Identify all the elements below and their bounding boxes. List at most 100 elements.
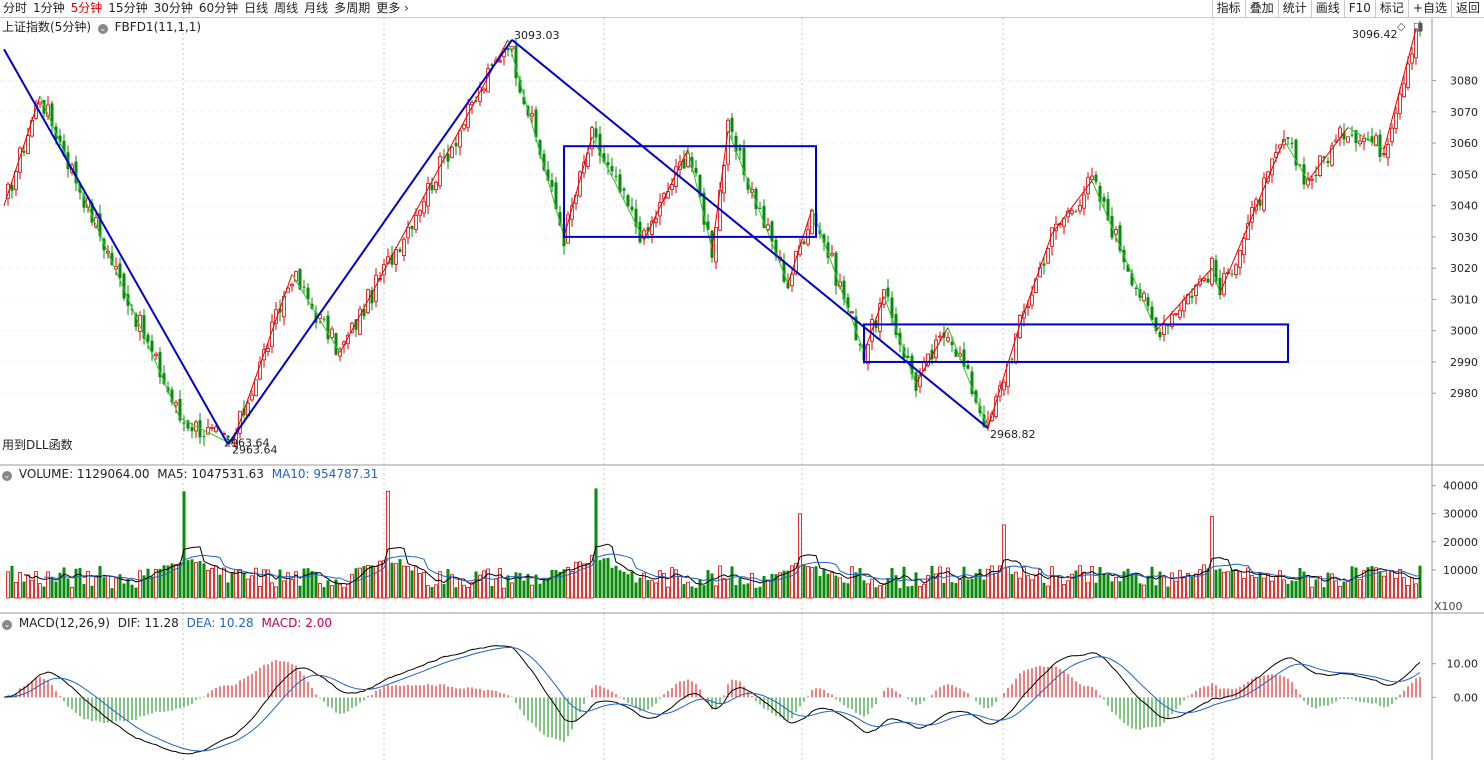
- macd-settings-icon[interactable]: ⌄: [2, 620, 12, 630]
- period-tab-7[interactable]: 周线: [274, 1, 299, 15]
- candle-body: [38, 101, 42, 105]
- indicator-name[interactable]: FBFD1(11,1,1): [114, 20, 202, 34]
- candle-body: [1254, 199, 1258, 211]
- volume-bar: [18, 571, 22, 599]
- volume-bar: [198, 560, 202, 598]
- volume-bar: [106, 575, 110, 599]
- volume-bar: [1314, 579, 1318, 598]
- period-tab-3[interactable]: 15分钟: [108, 1, 148, 15]
- volume-bar: [430, 587, 434, 598]
- candle-body: [446, 153, 450, 162]
- candle-body: [822, 234, 826, 243]
- period-tab-4[interactable]: 30分钟: [153, 1, 193, 15]
- volume-bar: [406, 566, 410, 599]
- volume-bar: [882, 584, 886, 599]
- toolbar-button-1[interactable]: 叠加: [1244, 0, 1278, 17]
- volume-bar: [530, 584, 534, 599]
- period-tab-6[interactable]: 日线: [244, 1, 269, 15]
- volume-tick-40000: 40000: [1443, 480, 1478, 493]
- period-tab-2[interactable]: 5分钟: [70, 1, 103, 15]
- volume-bar: [518, 573, 522, 598]
- volume-bar: [1138, 583, 1142, 598]
- toolbar-button-5[interactable]: 标记: [1374, 0, 1408, 17]
- volume-bar: [122, 583, 126, 598]
- volume-bar: [658, 570, 662, 599]
- candle-body: [550, 180, 554, 187]
- diamond-icon[interactable]: ◇: [1397, 20, 1406, 33]
- toolbar-button-7[interactable]: 返回: [1450, 0, 1484, 17]
- volume-bar: [934, 573, 938, 599]
- volume-bar: [82, 584, 86, 598]
- candle-body: [1174, 313, 1178, 316]
- price-tick-3020: 3020: [1450, 262, 1478, 275]
- toolbar-button-4[interactable]: F10: [1343, 0, 1375, 17]
- candle-body: [622, 188, 626, 191]
- volume-bar: [1194, 573, 1198, 599]
- volume-bar: [1310, 586, 1314, 599]
- candle-body: [962, 349, 966, 367]
- period-tab-9[interactable]: 多周期: [334, 1, 371, 15]
- volume-bar: [546, 578, 550, 598]
- volume-bar: [562, 569, 566, 598]
- volume-bar: [1014, 571, 1018, 599]
- toolbar-button-3[interactable]: 画线: [1310, 0, 1344, 17]
- candle-body: [454, 142, 458, 147]
- candle-body: [530, 113, 534, 117]
- candle-body: [1030, 294, 1034, 306]
- volume-bar: [90, 585, 94, 598]
- volume-bar: [1062, 584, 1066, 599]
- toolbar-button-2[interactable]: 统计: [1277, 0, 1311, 17]
- chart-background: [0, 18, 1484, 760]
- period-tab-8[interactable]: 月线: [304, 1, 329, 15]
- indicator-settings-icon[interactable]: ⌄: [97, 24, 108, 34]
- volume-bar: [1214, 569, 1218, 598]
- volume-bar: [1318, 575, 1322, 599]
- more-periods-button[interactable]: 更多 ›: [376, 1, 409, 15]
- candle-body: [914, 372, 918, 391]
- candle-body: [1102, 197, 1106, 202]
- candle-body: [250, 394, 254, 401]
- candle-body: [966, 364, 970, 369]
- segment-line: [787, 208, 813, 284]
- candle-body: [418, 210, 422, 216]
- volume-settings-icon[interactable]: ⌄: [2, 471, 12, 481]
- candle-body: [178, 398, 182, 421]
- volume-bar: [1286, 583, 1290, 598]
- period-tab-1[interactable]: 1分钟: [33, 1, 65, 15]
- volume-ma10-line: [43, 553, 1421, 583]
- volume-bar: [598, 560, 602, 598]
- volume-bar: [1190, 577, 1194, 598]
- period-tab-0[interactable]: 分时: [3, 1, 28, 15]
- volume-bar: [222, 567, 226, 599]
- candle-body: [554, 182, 558, 210]
- volume-bar: [46, 571, 50, 599]
- candle-body: [1358, 140, 1362, 145]
- candle-body: [762, 206, 766, 228]
- volume-header: ⌄ VOLUME: 1129064.00 MA5: 1047531.63 MA1…: [2, 467, 378, 481]
- window-icon[interactable]: ◨: [1412, 20, 1424, 33]
- period-tab-5[interactable]: 60分钟: [198, 1, 239, 15]
- volume-bar: [1350, 566, 1354, 598]
- toolbar-button-6[interactable]: +自选: [1407, 0, 1451, 17]
- candle-body: [430, 184, 434, 191]
- toolbar-button-0[interactable]: 指标: [1211, 0, 1245, 17]
- volume-bar: [1274, 576, 1278, 599]
- volume-bar: [826, 573, 830, 598]
- volume-bar: [1206, 568, 1210, 598]
- volume-bar: [418, 573, 422, 599]
- candle-body: [1002, 381, 1006, 391]
- candle-body: [1194, 284, 1198, 297]
- volume-bar: [898, 588, 902, 598]
- volume-bar: [1158, 571, 1162, 598]
- volume-bar: [1110, 581, 1114, 598]
- volume-bar: [478, 574, 482, 599]
- candle-body: [1322, 156, 1326, 159]
- candle-body: [1170, 313, 1174, 327]
- volume-bar: [830, 572, 834, 599]
- segment-line: [947, 327, 989, 429]
- candle-body: [642, 230, 646, 239]
- volume-bar: [962, 566, 966, 598]
- candle-body: [1346, 136, 1350, 143]
- volume-bar: [398, 559, 402, 598]
